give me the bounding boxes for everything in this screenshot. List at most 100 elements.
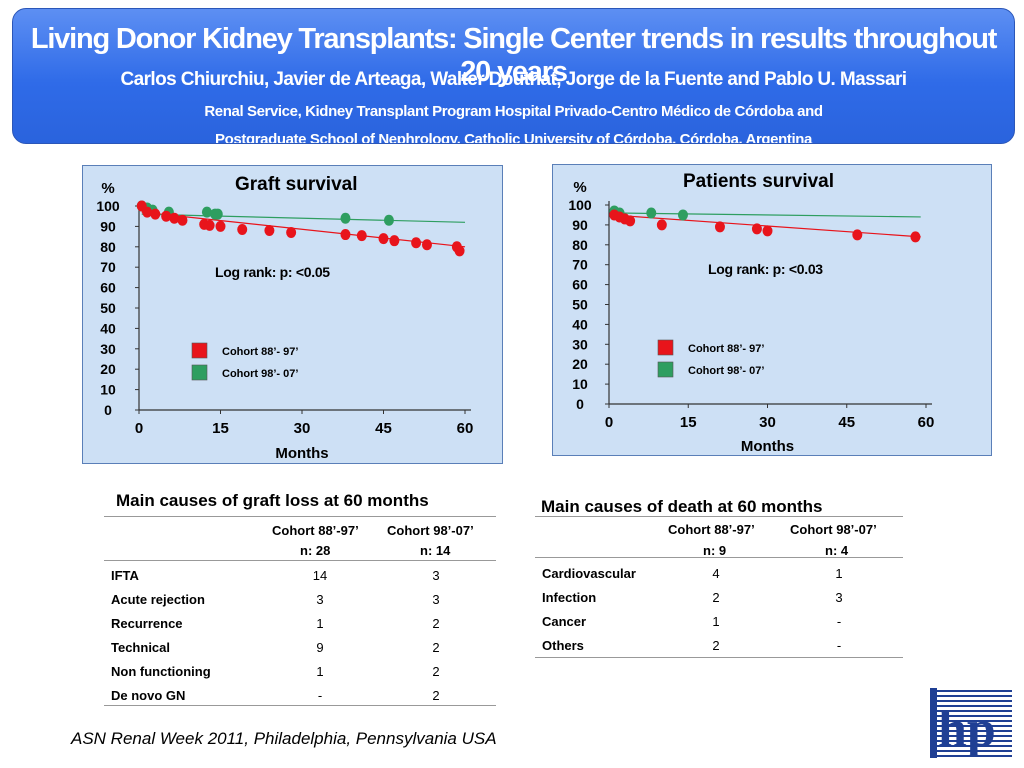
logo-stripe <box>937 715 1012 717</box>
death-row-cause: Infection <box>542 590 597 605</box>
graft-loss-row-value-2: 3 <box>432 592 440 607</box>
graft-loss-row-value-1: 3 <box>316 592 324 607</box>
chart-svg: Graft survival% Months 0 10 20 30 40 50 60 70 80 90… <box>82 165 503 464</box>
y-tick-label: 0 <box>104 402 112 418</box>
data-point <box>421 239 432 251</box>
graft-loss-row-cause: Acute rejection <box>111 592 205 607</box>
data-point <box>237 223 248 235</box>
death-row-value-1: 2 <box>712 590 720 605</box>
legend-swatch <box>657 339 674 356</box>
data-point <box>340 212 351 224</box>
y-tick-label: 30 <box>572 336 588 352</box>
data-point <box>169 212 180 224</box>
data-point <box>204 219 215 231</box>
data-point <box>714 221 725 233</box>
x-tick-label: 45 <box>838 414 855 431</box>
graft-loss-row-cause: De novo GN <box>111 688 186 703</box>
logo-stripe <box>937 730 1012 732</box>
death-table: Main causes of death at 60 months Cohort… <box>535 494 903 659</box>
death-row-value-1: 4 <box>712 566 720 581</box>
data-point <box>656 219 667 231</box>
data-point <box>852 229 863 241</box>
x-tick-label: 15 <box>680 414 697 431</box>
death-col1-header: Cohort 88’-97’ <box>668 522 755 537</box>
y-axis-label: % <box>101 180 114 197</box>
x-tick-label: 15 <box>212 420 229 437</box>
graft-survival-chart: Graft survival% Months 0 10 20 30 40 50 60 70 80 90… <box>82 165 503 464</box>
y-tick-label: 80 <box>572 237 588 253</box>
data-point <box>177 214 188 226</box>
graft-loss-col2-n: n: 14 <box>420 543 451 558</box>
graft-loss-col2-header: Cohort 98’-07’ <box>387 523 474 538</box>
data-point <box>340 229 351 241</box>
data-point <box>142 206 153 218</box>
data-point <box>212 208 223 220</box>
poster-affiliation-1: Renal Service, Kidney Transplant Program… <box>204 103 823 120</box>
legend-label: Cohort 98’- 07’ <box>688 365 764 377</box>
y-tick-label: 100 <box>568 197 592 213</box>
death-row-cause: Cancer <box>542 614 587 629</box>
death-table-title: Main causes of death at 60 months <box>541 497 823 516</box>
logo-stripe <box>937 695 1012 697</box>
graft-loss-row-cause: IFTA <box>111 568 139 583</box>
y-tick-label: 70 <box>572 257 588 273</box>
logo-stripe <box>937 690 1012 692</box>
graft-loss-col1-n: n: 28 <box>300 543 331 558</box>
x-tick-label: 60 <box>457 420 474 437</box>
logrank-annotation: Log rank: p: <0.03 <box>708 261 823 277</box>
data-point <box>751 223 762 235</box>
table-header-rule <box>535 557 903 558</box>
logo-stripe <box>937 750 1012 752</box>
graft-loss-row-value-1: 14 <box>312 568 328 583</box>
y-tick-label: 0 <box>576 396 584 412</box>
graft-loss-row-value-2: 3 <box>432 568 440 583</box>
y-tick-label: 90 <box>100 218 116 234</box>
logo-stripe <box>937 735 1012 737</box>
data-point <box>201 206 212 218</box>
data-point <box>677 209 688 221</box>
legend-swatch <box>191 364 208 381</box>
x-tick-label: 30 <box>294 420 311 437</box>
y-tick-label: 10 <box>572 376 588 392</box>
graft-loss-row-cause: Non functioning <box>111 664 211 679</box>
legend-label: Cohort 98’- 07’ <box>222 368 298 380</box>
x-tick-label: 0 <box>605 414 613 431</box>
logo-stripe <box>937 720 1012 722</box>
y-tick-label: 50 <box>572 297 588 313</box>
data-point <box>762 225 773 237</box>
legend-swatch <box>657 361 674 378</box>
death-row-value-2: - <box>836 614 842 629</box>
y-tick-label: 20 <box>572 356 588 372</box>
data-point <box>150 208 161 220</box>
data-point <box>454 245 465 257</box>
y-tick-label: 20 <box>100 361 116 377</box>
table-top-rule <box>535 516 903 517</box>
death-col1-n: n: 9 <box>703 543 727 558</box>
y-tick-label: 90 <box>572 217 588 233</box>
poster-affiliation-2: Postgraduate School of Nephrology, Catho… <box>215 131 812 144</box>
graft-loss-row-value-1: 9 <box>316 640 324 655</box>
logo-text: hp <box>938 701 996 758</box>
data-point <box>910 231 921 243</box>
chart-title: Patients survival <box>683 171 834 192</box>
poster-title: Living Donor Kidney Transplants: Single … <box>30 23 998 88</box>
logo-stripe <box>937 725 1012 727</box>
y-tick-label: 40 <box>572 316 588 332</box>
logo-stripe <box>937 755 1012 757</box>
death-row-value-1: 2 <box>712 638 720 653</box>
death-col2-header: Cohort 98’-07’ <box>790 522 877 537</box>
death-col2-n: n: 4 <box>825 543 849 558</box>
graft-loss-row-value-2: 2 <box>432 688 440 703</box>
y-tick-label: 70 <box>100 259 116 275</box>
graft-loss-table: Main causes of graft loss at 60 months C… <box>104 488 496 708</box>
data-point <box>286 227 297 239</box>
logo-stripe <box>937 700 1012 702</box>
graft-loss-row-cause: Recurrence <box>111 616 183 631</box>
death-row-value-1: 1 <box>712 614 720 629</box>
graft-loss-row-value-2: 2 <box>432 664 440 679</box>
table-bottom-rule <box>535 657 903 658</box>
data-point <box>383 214 394 226</box>
x-tick-label: 0 <box>135 420 143 437</box>
chart-svg: Patients survival% Months 0 10 20 30 40 50 60 70 8… <box>552 164 992 456</box>
death-row-value-2: 1 <box>835 566 843 581</box>
